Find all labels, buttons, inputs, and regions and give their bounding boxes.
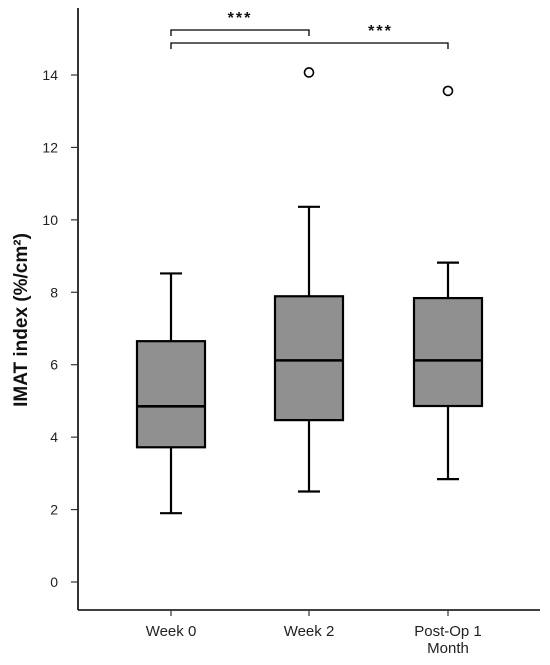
y-ticks: 0 2 4 6 8 10 12 14	[42, 67, 78, 590]
y-tick-label: 0	[50, 574, 58, 590]
iqr-box	[135, 340, 207, 449]
box-group	[273, 67, 345, 493]
x-tick-label: Week 2	[284, 623, 335, 640]
significance-label: ***	[228, 10, 253, 27]
outlier-point	[442, 85, 454, 97]
y-tick-label: 6	[50, 357, 58, 373]
significance-bracket	[170, 42, 449, 49]
box-group	[412, 85, 484, 481]
y-axis-label: IMAT index (%/cm²)	[11, 233, 32, 407]
significance-bracket	[170, 29, 310, 36]
y-tick-label: 12	[42, 139, 58, 155]
y-tick-label: 14	[42, 67, 58, 83]
boxes	[135, 67, 484, 515]
box-group	[135, 272, 207, 515]
y-tick-label: 8	[50, 284, 58, 300]
iqr-box	[273, 295, 345, 422]
y-tick-label: 2	[50, 502, 58, 518]
outlier-point	[303, 67, 315, 78]
iqr-box	[412, 296, 484, 408]
x-tick-label: Post-Op 1 Month	[414, 623, 482, 657]
y-tick-label: 4	[50, 429, 58, 445]
significance-brackets: *** ***	[170, 10, 449, 49]
significance-label: ***	[368, 23, 393, 40]
y-tick-label: 10	[42, 212, 58, 228]
x-tick-label: Week 0	[146, 623, 197, 640]
x-tick-labels: Week 0 Week 2 Post-Op 1 Month	[146, 610, 482, 657]
